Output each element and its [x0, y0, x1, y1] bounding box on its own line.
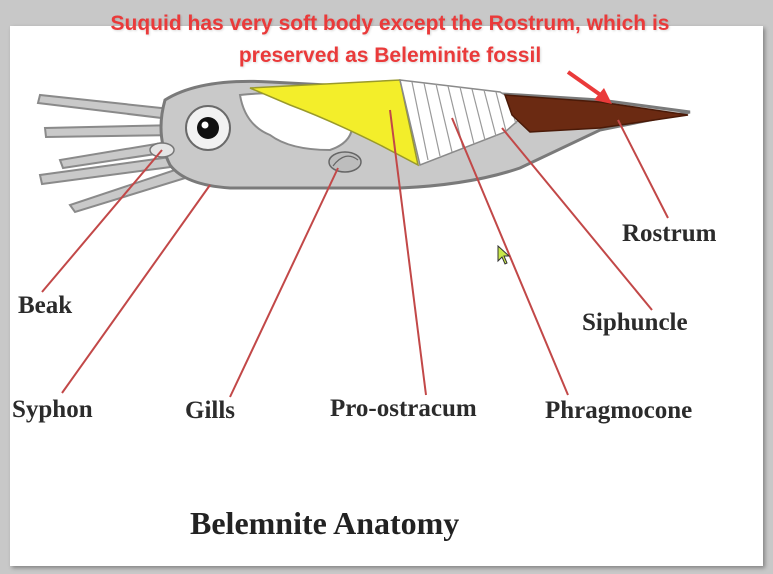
pro-ostracum-shape: [249, 79, 420, 167]
annotation-line-1: Suquid has very soft body except the Ros…: [110, 12, 670, 35]
leader-lines: [41, 109, 669, 398]
tentacle: [36, 93, 182, 122]
leader-rostrum: [617, 119, 669, 219]
label-beak: Beak: [18, 292, 73, 319]
label-pro-ostracum: Pro-ostracum: [330, 395, 477, 422]
leader-pro-ostracum: [389, 109, 427, 396]
eye-highlight: [201, 121, 209, 129]
leader-beak: [41, 149, 163, 293]
gills-detail: [332, 155, 359, 167]
rostrum-shape: [503, 94, 689, 133]
label-gills: Gills: [185, 397, 236, 424]
eye-pupil: [197, 117, 219, 139]
arrow-pointer-icon: [497, 245, 511, 265]
annotation-text: Suquid has very soft body except the Ros…: [40, 8, 740, 72]
leader-siphuncle: [501, 127, 653, 311]
annotation-arrow: [566, 70, 612, 104]
diagram-title: Belemnite Anatomy: [190, 505, 460, 541]
label-rostrum: Rostrum: [622, 220, 717, 247]
annotation-line-2: preserved as Beleminite fossil: [238, 44, 542, 67]
label-siphuncle: Siphuncle: [582, 309, 688, 336]
leader-gills: [229, 167, 339, 398]
gills-shape: [328, 151, 362, 173]
leader-syphon: [61, 184, 211, 394]
label-phragmocone: Phragmocone: [545, 397, 693, 424]
label-syphon: Syphon: [12, 396, 93, 423]
